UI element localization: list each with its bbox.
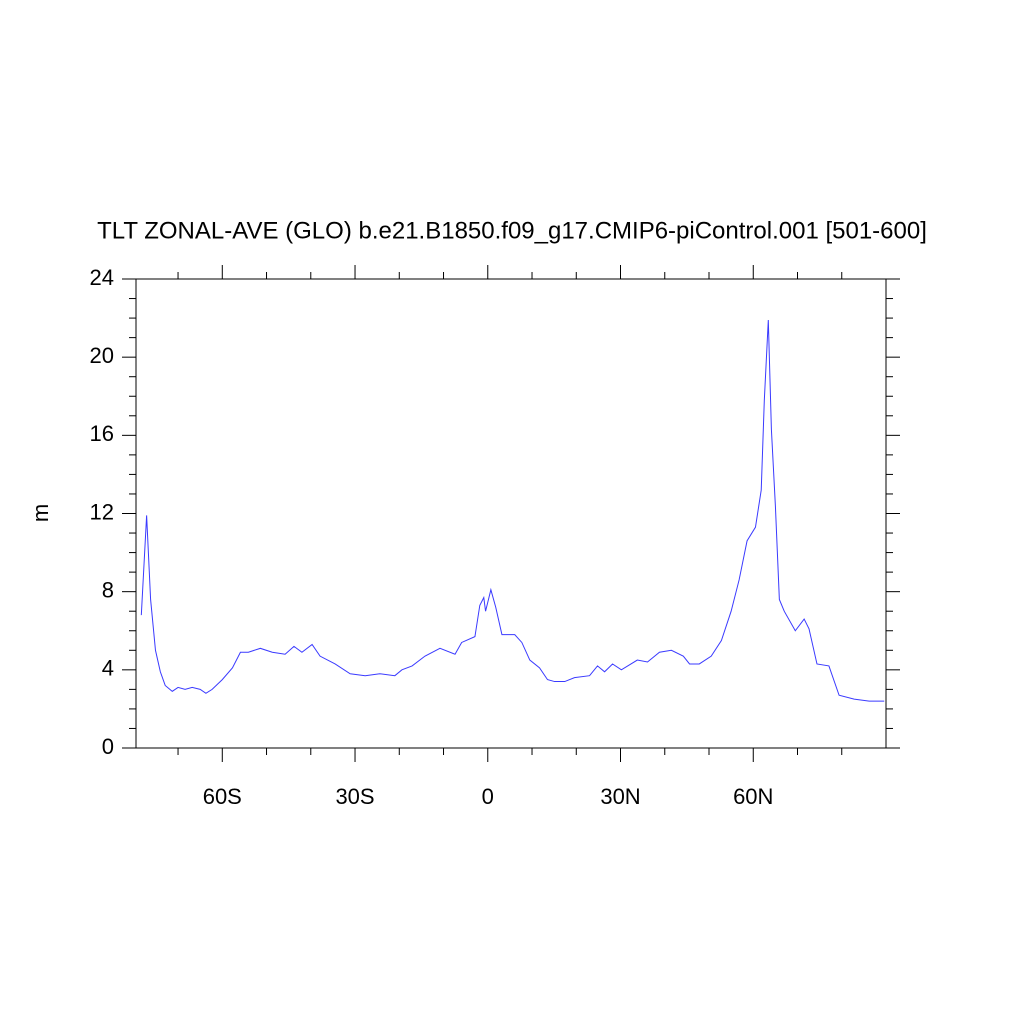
x-tick-label: 60N [733,784,773,809]
y-axis-label: m [28,504,53,522]
plot-frame [135,278,887,749]
x-tick-label: 0 [482,784,494,809]
y-tick-label: 4 [102,656,114,681]
x-tick-label: 30N [600,784,640,809]
y-tick-label: 20 [90,343,114,368]
y-tick-label: 16 [90,421,114,446]
x-tick-label: 30S [335,784,374,809]
y-tick-label: 0 [102,734,114,759]
x-tick-label: 60S [203,784,242,809]
y-tick-label: 24 [90,265,114,290]
y-tick-label: 8 [102,577,114,602]
data-line [140,320,885,702]
chart-title: TLT ZONAL-AVE (GLO) b.e21.B1850.f09_g17.… [97,217,927,244]
y-tick-label: 12 [90,499,114,524]
